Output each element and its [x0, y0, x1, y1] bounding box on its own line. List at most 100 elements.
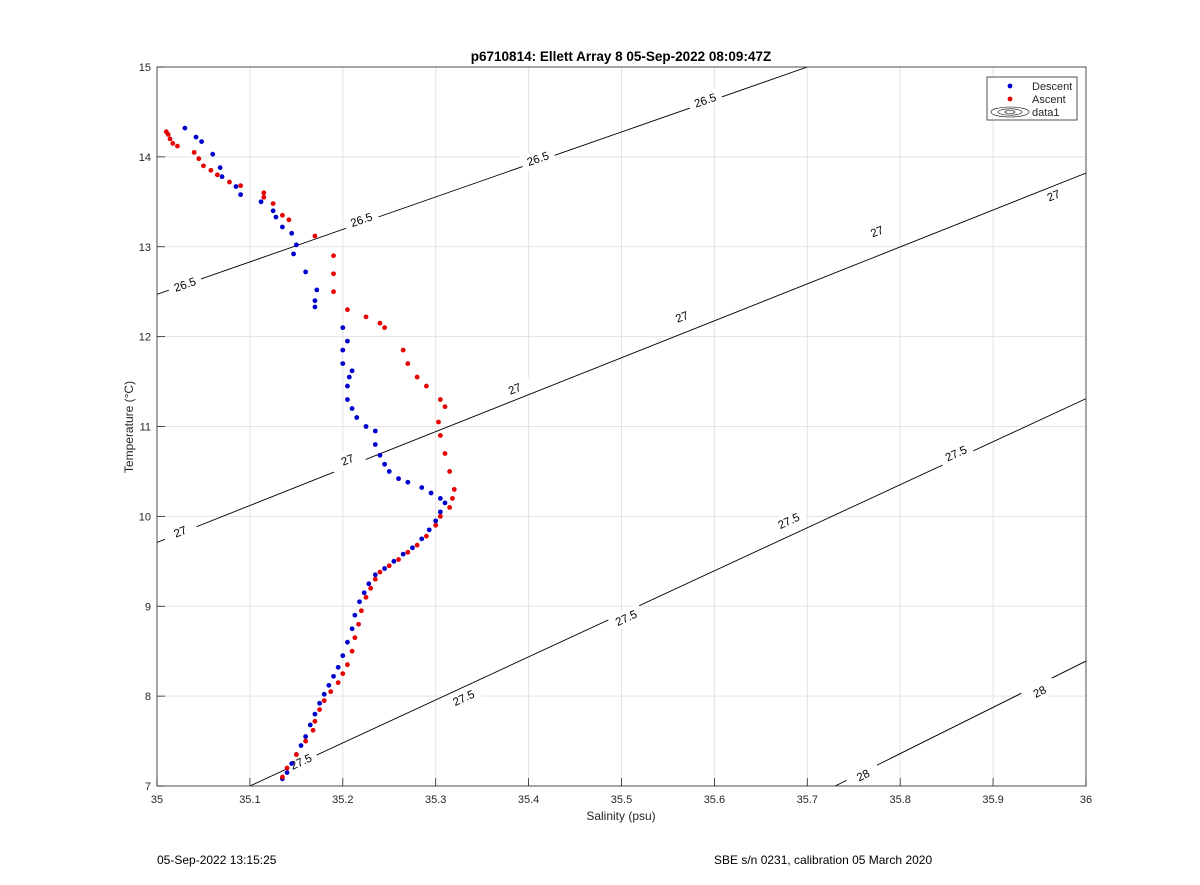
- data-points: [163, 125, 457, 782]
- contour-label-bg: [844, 760, 882, 790]
- descent-point: [345, 397, 350, 402]
- y-tick-label: 9: [145, 601, 151, 613]
- descent-point: [312, 304, 318, 310]
- ascent-point: [345, 662, 350, 668]
- descent-point: [233, 184, 239, 189]
- descent-point: [182, 125, 188, 131]
- ascent-point: [447, 504, 453, 510]
- ascent-point: [377, 569, 383, 575]
- descent-point: [345, 383, 350, 389]
- descent-point: [340, 361, 346, 366]
- descent-point: [426, 527, 432, 533]
- ascent-point: [451, 487, 457, 492]
- ascent-point: [450, 496, 455, 501]
- ascent-point: [284, 765, 290, 771]
- contour-label-bg: [663, 303, 701, 331]
- contour-label-bg: [686, 87, 724, 114]
- descent-point: [258, 199, 264, 205]
- ascent-point: [191, 149, 197, 155]
- descent-point: [428, 490, 434, 496]
- descent-point: [303, 269, 309, 275]
- ascent-point: [167, 136, 173, 142]
- descent-point: [217, 165, 223, 171]
- ascent-point: [331, 289, 336, 295]
- descent-point: [219, 174, 225, 180]
- ascent-point: [227, 179, 232, 185]
- descent-point: [270, 208, 276, 214]
- descent-point: [314, 287, 320, 293]
- ascent-point: [442, 451, 448, 456]
- descent-point: [419, 536, 425, 542]
- x-axis-ticks: 35 35.1 35.2 35.3 35.4 35.5 35.6 35.7 35.8 35.9 36: [151, 778, 1092, 806]
- descent-point: [340, 653, 346, 659]
- descent-point: [321, 691, 327, 697]
- ascent-point: [331, 253, 336, 259]
- ascent-point: [312, 233, 318, 239]
- x-axis-label: Salinity (psu): [586, 809, 655, 823]
- ascent-point: [405, 549, 411, 555]
- ascent-point: [424, 383, 429, 389]
- descent-point: [349, 406, 355, 411]
- ascent-point: [238, 183, 244, 189]
- ascent-point: [201, 163, 206, 169]
- descent-point: [354, 415, 360, 420]
- contour-label-27: 27: [172, 525, 188, 541]
- y-tick-label: 15: [139, 62, 151, 74]
- ascent-point: [400, 347, 406, 353]
- x-tick-label: 35.3: [425, 794, 446, 806]
- ascent-point: [312, 718, 318, 724]
- chart-title: p6710814: Ellett Array 8 05-Sep-2022 08:…: [471, 49, 771, 64]
- descent-point: [291, 251, 296, 257]
- descent-point: [317, 700, 322, 706]
- contour-label-bg: [328, 446, 367, 474]
- descent-point: [386, 469, 392, 474]
- contour-label-28: 28: [1032, 684, 1049, 700]
- descent-point: [193, 134, 199, 140]
- x-tick-label: 35.8: [889, 794, 910, 806]
- x-tick-label: 35.6: [704, 794, 725, 806]
- ascent-point: [447, 469, 453, 474]
- contour-label-bg: [342, 206, 381, 233]
- ascent-point: [317, 707, 322, 713]
- descent-point: [340, 325, 346, 331]
- footer-calibration: SBE s/n 0231, calibration 05 March 2020: [714, 853, 933, 867]
- ascent-point: [414, 374, 420, 380]
- descent-point: [345, 639, 350, 645]
- y-axis-ticks: 7 8 9 10 11 12 13 14 15: [139, 62, 165, 793]
- footer-timestamp: 05-Sep-2022 13:15:25: [157, 853, 277, 867]
- descent-point: [361, 590, 367, 596]
- ascent-point: [331, 271, 336, 277]
- ascent-point: [208, 167, 214, 173]
- y-tick-label: 11: [140, 422, 151, 434]
- descent-point: [303, 734, 309, 739]
- descent-point: [433, 518, 439, 524]
- contour-label-28: 28: [855, 768, 872, 784]
- ascent-point: [437, 513, 443, 519]
- descent-point: [363, 424, 369, 429]
- contour-label-bg: [444, 683, 483, 713]
- ascent-point: [293, 752, 299, 757]
- ascent-point: [214, 172, 220, 178]
- ascent-point: [382, 325, 388, 331]
- x-tick-label: 35.1: [239, 794, 260, 806]
- ascent-point: [170, 140, 176, 146]
- descent-point: [289, 761, 295, 766]
- ascent-point: [424, 533, 429, 539]
- descent-point: [289, 230, 295, 236]
- ascent-point: [328, 689, 334, 695]
- descent-point: [410, 545, 415, 551]
- legend-ascent-marker: [1007, 96, 1013, 102]
- contour-label-bg: [858, 217, 896, 246]
- descent-point: [405, 479, 411, 485]
- descent-point: [372, 442, 378, 447]
- contour-line-27: [157, 172, 1086, 543]
- descent-point: [340, 347, 346, 353]
- series-descent: [182, 125, 448, 782]
- ascent-point: [280, 212, 285, 218]
- descent-point: [312, 711, 318, 717]
- ascent-point: [363, 594, 369, 600]
- legend-descent-marker: [1007, 83, 1013, 89]
- contour-label-bg: [282, 747, 320, 777]
- descent-point: [280, 224, 285, 230]
